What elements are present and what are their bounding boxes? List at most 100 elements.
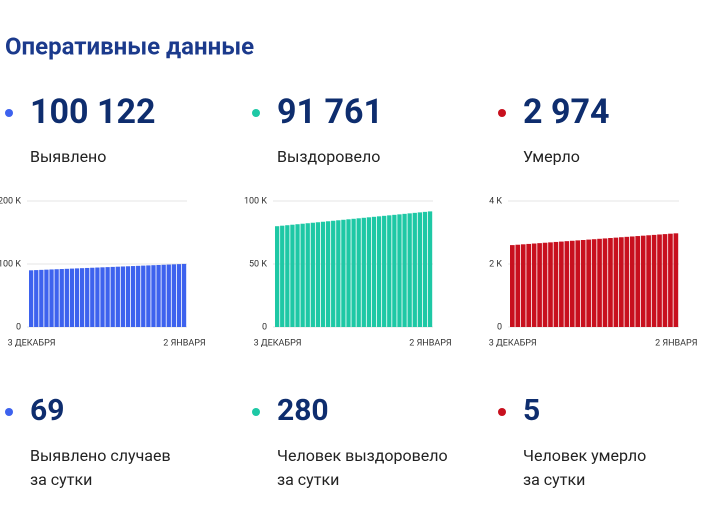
- bar: [371, 216, 377, 327]
- bar: [559, 241, 564, 327]
- bar: [392, 214, 397, 327]
- bar: [171, 264, 177, 327]
- bar: [407, 213, 412, 327]
- bar: [586, 239, 591, 327]
- bar: [161, 264, 166, 327]
- daily-value: 69: [30, 393, 64, 428]
- bar: [510, 245, 515, 327]
- daily-label: за сутки: [523, 470, 585, 489]
- bar: [74, 268, 80, 327]
- bar: [635, 236, 641, 327]
- bar: [285, 225, 290, 327]
- bar: [59, 269, 64, 327]
- y-tick-label: 100 K: [244, 196, 267, 206]
- bar: [29, 270, 34, 327]
- y-tick-label: 2 K: [489, 259, 502, 269]
- bar: [361, 217, 366, 327]
- headline-label: Выявлено: [30, 147, 106, 166]
- headline-value: 100 122: [30, 92, 156, 132]
- bar: [382, 215, 387, 327]
- x-tick-label: 3 ДЕКАБРЯ: [8, 338, 56, 348]
- x-tick-label: 3 ДЕКАБРЯ: [254, 338, 302, 348]
- bar: [553, 241, 559, 327]
- dot: [5, 109, 13, 117]
- y-tick-label: 50 K: [249, 259, 267, 269]
- bar: [580, 239, 586, 327]
- dot: [5, 408, 13, 416]
- bar: [305, 223, 310, 327]
- bar: [619, 237, 624, 327]
- bar: [531, 243, 537, 327]
- y-tick-label: 200 K: [0, 196, 21, 206]
- y-tick-label: 0: [16, 322, 21, 332]
- bar: [646, 235, 651, 327]
- bar: [310, 222, 315, 327]
- bar: [402, 213, 407, 327]
- bar: [597, 238, 602, 327]
- bar: [575, 240, 581, 327]
- bar: [624, 236, 630, 327]
- bar: [569, 240, 575, 327]
- bar: [130, 266, 136, 327]
- bar: [662, 234, 668, 327]
- bar: [300, 223, 305, 327]
- bar: [427, 211, 433, 327]
- dot: [252, 408, 260, 416]
- bar: [537, 243, 542, 327]
- dot: [498, 109, 506, 117]
- bar: [346, 219, 351, 327]
- daily-label: за сутки: [30, 470, 92, 489]
- x-tick-label: 2 ЯНВАРЯ: [655, 338, 697, 348]
- headline-value: 2 974: [523, 92, 609, 132]
- bar: [422, 211, 428, 327]
- bar: [95, 267, 100, 327]
- bar: [366, 217, 372, 327]
- bar: [651, 234, 657, 327]
- bar: [613, 237, 619, 327]
- bar: [115, 266, 120, 327]
- bar: [136, 265, 141, 327]
- bar: [105, 267, 110, 327]
- bar: [417, 212, 423, 327]
- bar: [387, 215, 392, 327]
- daily-value: 280: [277, 393, 329, 428]
- headline-value: 91 761: [277, 92, 383, 132]
- bar: [629, 236, 635, 327]
- bar: [295, 224, 300, 327]
- bar: [176, 264, 182, 327]
- bar: [336, 220, 341, 327]
- bar: [34, 270, 39, 327]
- bar: [85, 267, 90, 327]
- bar: [90, 267, 95, 327]
- bar: [351, 218, 356, 327]
- bar: [156, 264, 161, 327]
- bar: [608, 238, 613, 327]
- bar: [657, 234, 662, 327]
- bar: [64, 268, 69, 327]
- bar: [141, 265, 146, 327]
- bar: [280, 225, 285, 327]
- bar: [49, 269, 54, 327]
- bar: [526, 243, 532, 327]
- daily-label: Выявлено случаев: [30, 446, 171, 465]
- bar: [151, 265, 156, 327]
- bar: [69, 268, 75, 327]
- bar: [331, 220, 336, 327]
- bar: [44, 269, 49, 327]
- bar: [325, 221, 331, 327]
- bar: [397, 214, 402, 327]
- bar: [640, 235, 646, 327]
- bar: [125, 266, 131, 327]
- bar: [54, 269, 59, 327]
- headline-label: Умерло: [523, 147, 580, 166]
- y-tick-label: 4 K: [489, 196, 502, 206]
- bar: [376, 216, 382, 327]
- bar: [520, 244, 526, 327]
- bar: [668, 233, 673, 327]
- bar: [341, 219, 346, 327]
- bar: [564, 241, 570, 327]
- bar: [79, 268, 85, 327]
- bar: [315, 222, 321, 327]
- bar: [146, 265, 151, 327]
